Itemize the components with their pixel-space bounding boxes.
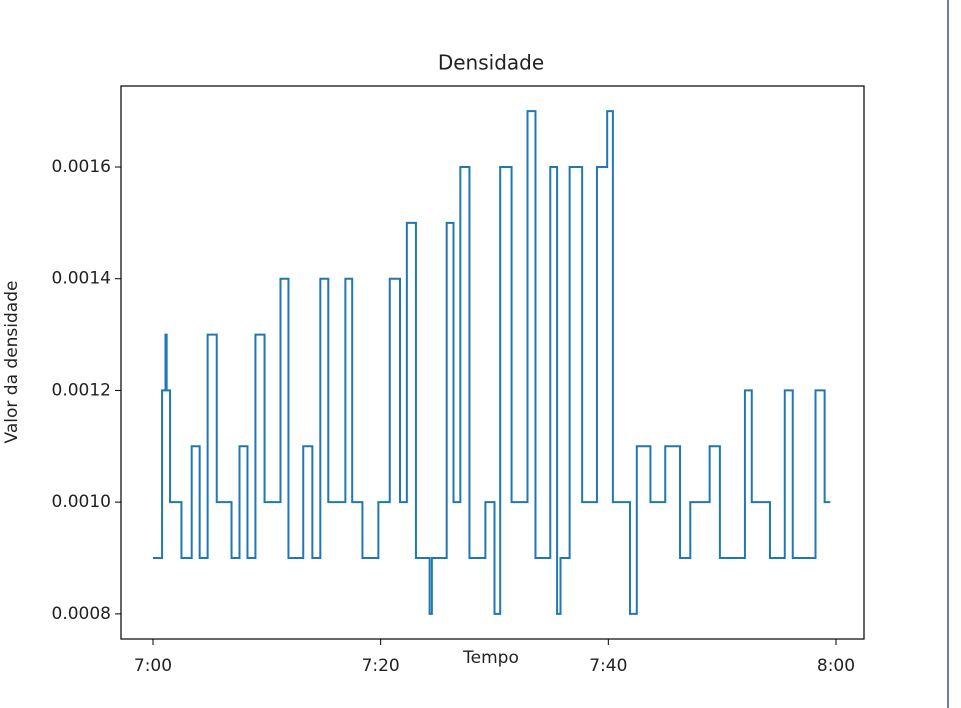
y-tick-label: 0.0010: [52, 492, 111, 512]
y-tick-label: 0.0016: [52, 157, 111, 177]
y-tick-label: 0.0014: [52, 269, 111, 289]
x-tick-label: 7:00: [134, 656, 172, 676]
x-tick-label: 7:20: [362, 656, 400, 676]
x-tick-label: 8:00: [817, 656, 855, 676]
x-tick-label: 7:40: [589, 656, 627, 676]
plot-frame: [120, 85, 865, 640]
data-line: [152, 110, 831, 615]
chart-title: Densidade: [438, 51, 544, 75]
y-tick-label: 0.0012: [52, 380, 111, 400]
y-tick-label: 0.0008: [52, 604, 111, 624]
y-axis-label: Valor da densidade: [2, 281, 22, 444]
x-axis-label: Tempo: [462, 648, 519, 668]
